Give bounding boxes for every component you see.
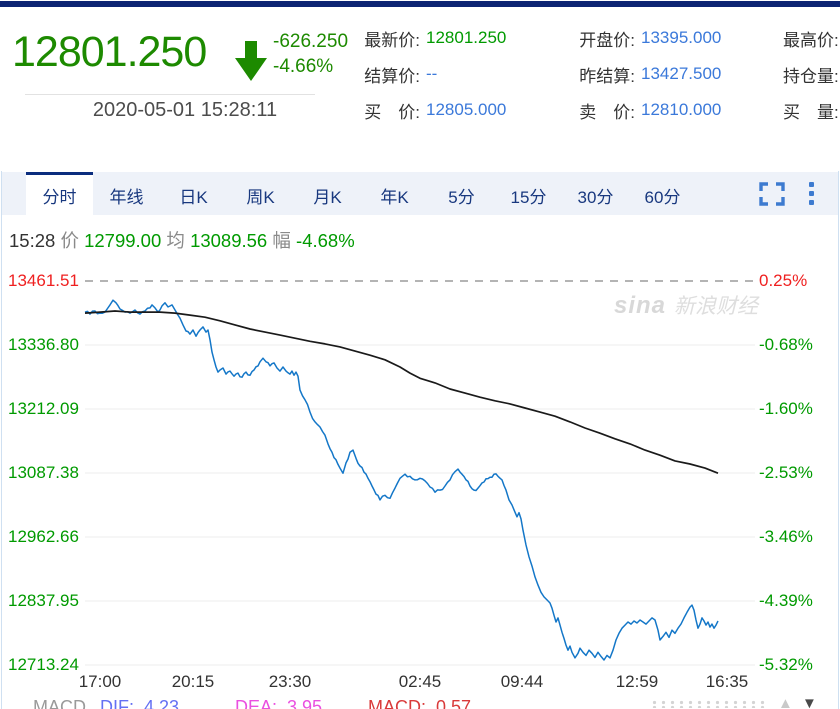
scroll-up-icon[interactable]: ▲: [778, 695, 793, 709]
indicator-name[interactable]: MACD: [33, 697, 86, 709]
quote-label: 买 量:: [783, 102, 839, 122]
quote-label: 昨结算:: [579, 66, 635, 86]
y-axis-label-left: 13336.80: [8, 335, 79, 354]
mini-scrollbar[interactable]: [650, 700, 768, 708]
quote-value: 12805.000: [426, 100, 507, 119]
sina-watermark-text: 新浪财经: [674, 295, 759, 318]
tab-5分[interactable]: 5分: [448, 187, 475, 207]
quote-column-2: 开盘价: 13395.000 昨结算: 13427.500 卖 价: 12810.000: [563, 20, 783, 128]
quote-label: 开盘价:: [579, 30, 635, 50]
info-price-value: 12799.00: [84, 230, 162, 251]
quote-row: 结算价: --: [348, 56, 563, 92]
y-axis-label-left: 13461.51: [8, 271, 79, 290]
x-axis-label: 09:44: [500, 672, 544, 691]
quote-row: 卖 价: 12810.000: [563, 92, 783, 128]
quote-timestamp: 2020-05-01 15:28:11: [92, 99, 278, 121]
scroll-down-icon[interactable]: ▼: [802, 695, 817, 709]
tab-bar-icons: [759, 172, 838, 215]
price-change-pct: -4.66%: [273, 56, 334, 77]
down-arrow-icon: [235, 41, 267, 81]
y-axis-label-left: 12837.95: [8, 591, 79, 610]
x-axis-label: 20:15: [171, 672, 215, 691]
y-axis-label-right: -0.68%: [759, 335, 813, 354]
x-axis-label: 02:45: [398, 672, 442, 691]
x-axis-label: 16:35: [705, 672, 749, 691]
quote-label: 卖 价:: [579, 102, 635, 122]
tab-30分[interactable]: 30分: [577, 187, 614, 207]
quote-row: 买 价: 12805.000: [348, 92, 563, 128]
quote-panel: 最新价: 12801.250 结算价: -- 买 价: 12805.000 开盘价: 1339…: [348, 20, 840, 128]
indicator-macd: MACD: 0.57: [368, 697, 472, 709]
quote-row: 买 量:: [783, 92, 840, 128]
y-axis-label-right: -4.39%: [759, 591, 813, 610]
indicator-dea: DEA: 3.95: [235, 697, 323, 709]
y-axis-label-left: 12713.24: [8, 655, 79, 674]
info-range-label: 幅: [272, 230, 291, 251]
top-accent-bar: [0, 1, 840, 7]
y-axis-label-right: -3.46%: [759, 527, 813, 546]
x-axis-label: 23:30: [268, 672, 312, 691]
quote-row: 昨结算: 13427.500: [563, 56, 783, 92]
quote-label: 最高价:: [783, 30, 839, 50]
tab-月K[interactable]: 月K: [313, 187, 342, 207]
x-axis-label: 12:59: [615, 672, 659, 691]
sina-watermark: sina 新浪财经: [614, 290, 758, 320]
chart-panel: 分时 年线 日K 周K 月K 年K 5分 15分 30分 60分 15:28 价 12799.00…: [1, 171, 839, 709]
quote-label: 持仓量:: [783, 66, 839, 86]
tab-60分[interactable]: 60分: [644, 187, 681, 207]
y-axis-label-left: 13212.09: [8, 399, 79, 418]
y-axis-label-right: -2.53%: [759, 463, 813, 482]
y-axis-label-left: 12962.66: [8, 527, 79, 546]
quote-label: 结算价:: [364, 66, 420, 86]
quote-value: 12810.000: [641, 100, 722, 119]
tab-bar: 分时 年线 日K 周K 月K 年K 5分 15分 30分 60分: [2, 172, 838, 215]
y-axis-label-right: 0.25%: [759, 271, 808, 290]
quote-value: --: [426, 64, 438, 83]
tab-年线[interactable]: 年线: [109, 187, 144, 207]
quote-value: 13427.500: [641, 64, 722, 83]
info-time: 15:28: [9, 230, 56, 251]
sina-logo: sina: [614, 292, 667, 319]
quote-row: 最高价:: [783, 20, 840, 56]
tab-年K[interactable]: 年K: [380, 187, 409, 207]
quote-column-1: 最新价: 12801.250 结算价: -- 买 价: 12805.000: [348, 20, 563, 128]
chart-info-line: 15:28 价 12799.00 均 13089.56 幅 -4.68%: [9, 227, 355, 253]
more-icon[interactable]: [809, 182, 814, 205]
info-avg-label: 均: [166, 230, 185, 251]
quote-row: 最新价: 12801.250: [348, 20, 563, 56]
y-axis-label-right: -5.32%: [759, 655, 813, 674]
quote-row: 开盘价: 13395.000: [563, 20, 783, 56]
y-axis-label-left: 13087.38: [8, 463, 79, 482]
tab-15分[interactable]: 15分: [510, 187, 547, 207]
fullscreen-icon[interactable]: [759, 181, 785, 206]
indicator-dif: DIF: 4.23: [100, 697, 180, 709]
x-axis-label: 17:00: [78, 672, 122, 691]
quote-row: 持仓量:: [783, 56, 840, 92]
info-range-value: -4.68%: [296, 230, 355, 251]
quote-label: 买 价:: [364, 102, 420, 122]
tab-周K[interactable]: 周K: [246, 187, 275, 207]
last-price: 12801.250: [12, 28, 207, 76]
y-axis-label-right: -1.60%: [759, 399, 813, 418]
info-price-label: 价: [60, 230, 79, 251]
header-divider: [25, 94, 315, 95]
quote-label: 最新价:: [364, 30, 420, 50]
price-change: -626.250: [273, 31, 349, 52]
price-change-block: -626.250 -4.66%: [273, 29, 348, 79]
info-avg-value: 13089.56: [190, 230, 268, 251]
tab-日K[interactable]: 日K: [179, 187, 208, 207]
tab-分时[interactable]: 分时: [26, 172, 93, 215]
quote-value: 13395.000: [641, 28, 722, 47]
quote-column-3: 最高价: 持仓量: 买 量:: [783, 20, 840, 128]
quote-value: 12801.250: [426, 28, 507, 47]
